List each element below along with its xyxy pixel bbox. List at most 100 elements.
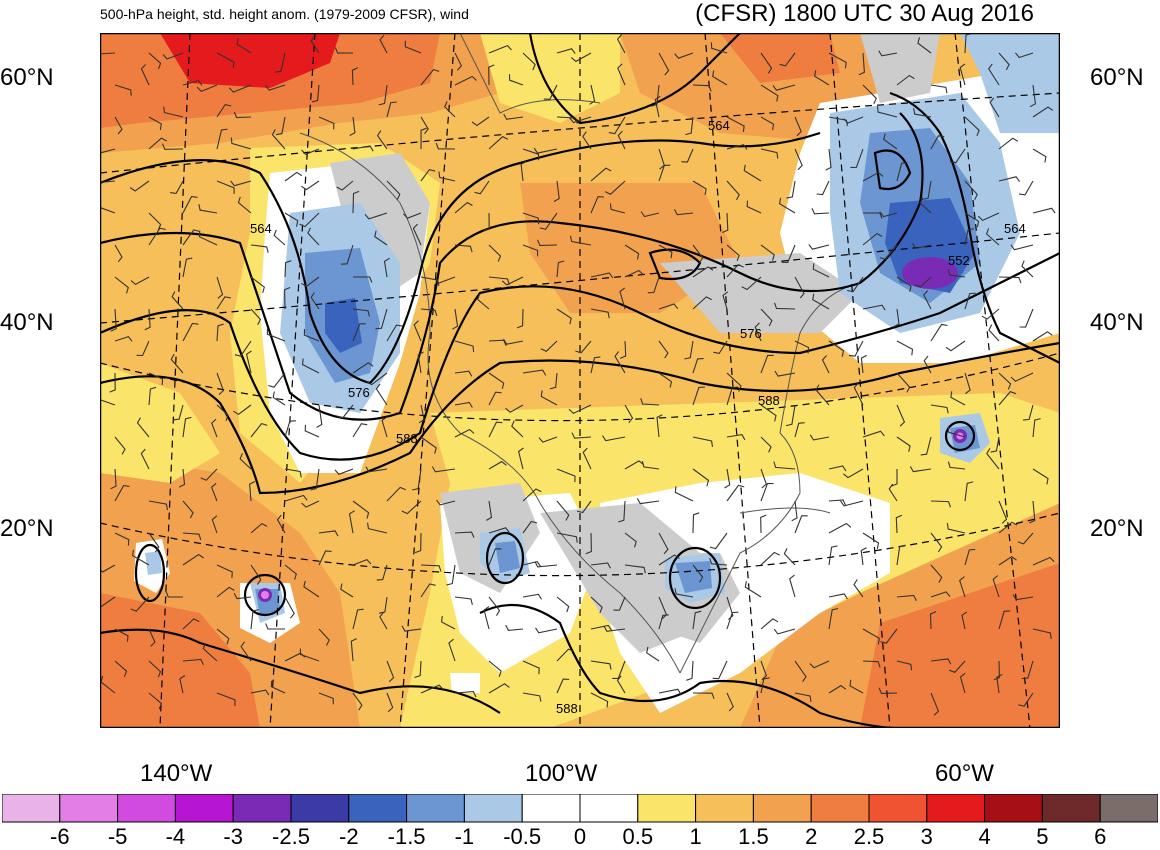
colorbar-label: -6 xyxy=(50,824,70,849)
wind-barb xyxy=(488,683,510,694)
wind-barb xyxy=(420,583,436,598)
wind-barb xyxy=(376,130,388,150)
wind-barb xyxy=(709,557,728,566)
wind-barb xyxy=(284,468,302,478)
wind-barb xyxy=(275,52,286,73)
wind-barb xyxy=(896,74,915,86)
wind-barb xyxy=(284,171,303,182)
wind-barb xyxy=(616,675,626,694)
wind-barb xyxy=(179,675,186,694)
wind-barb xyxy=(114,244,123,263)
wind-barb xyxy=(825,148,832,171)
wind-barb xyxy=(880,628,898,644)
wind-barb xyxy=(404,40,422,54)
colorbar-swatch xyxy=(984,794,1043,823)
wind-barb xyxy=(1032,556,1055,566)
wind-barb xyxy=(949,660,966,673)
colorbar-swatch xyxy=(868,794,928,823)
wind-barb xyxy=(946,523,966,534)
wind-barb xyxy=(376,564,388,581)
wind-barb xyxy=(692,610,702,630)
wind-barb xyxy=(441,615,456,630)
wind-barb xyxy=(535,627,558,634)
wind-barb xyxy=(947,269,966,278)
wind-barb xyxy=(163,106,184,118)
wind-barb xyxy=(434,276,456,284)
wind-barb xyxy=(522,244,539,257)
wind-barb xyxy=(100,564,116,573)
wind-barb xyxy=(571,432,592,439)
wind-barb xyxy=(284,260,292,278)
wind-barb xyxy=(609,203,626,214)
wind-barb xyxy=(569,116,592,124)
wind-barb xyxy=(452,308,459,330)
wind-barb xyxy=(501,276,524,286)
wind-barb xyxy=(849,679,864,694)
wind-barb xyxy=(182,618,200,630)
wind-barb xyxy=(386,324,403,342)
wind-barb xyxy=(853,382,864,406)
map-frame xyxy=(100,33,1060,728)
wind-barb xyxy=(162,52,184,60)
wind-barb xyxy=(454,244,473,253)
wind-barb xyxy=(964,481,974,502)
wind-barb xyxy=(454,531,475,538)
wind-barb xyxy=(114,628,129,642)
wind-barb xyxy=(614,351,626,374)
wind-barb xyxy=(353,276,373,283)
wind-barb xyxy=(896,162,908,182)
wind-barb xyxy=(590,167,612,182)
anomaly-fill-purple xyxy=(258,257,967,602)
wind-barb xyxy=(917,37,932,54)
wind-barb xyxy=(148,116,162,130)
wind-barb xyxy=(760,514,767,534)
wind-barb xyxy=(171,291,184,310)
wind-barb xyxy=(878,687,898,694)
wind-barb xyxy=(658,164,671,182)
wind-barb xyxy=(553,180,560,202)
wind-barb xyxy=(250,276,265,294)
wind-barb xyxy=(685,116,694,136)
wind-barb xyxy=(556,48,576,54)
wind-barb xyxy=(640,398,660,406)
colorbar-label: -4 xyxy=(165,824,186,849)
lat-label-20n-left: 20°N xyxy=(0,515,54,542)
wind-barb xyxy=(454,691,477,698)
wind-barb xyxy=(1017,532,1034,545)
wind-barb xyxy=(658,372,673,388)
wind-barb xyxy=(114,84,132,96)
wind-barb xyxy=(1021,660,1034,680)
wind-barb xyxy=(713,340,728,355)
wind-barb xyxy=(618,500,626,523)
wind-barb xyxy=(250,609,259,630)
wind-barb xyxy=(692,266,714,278)
wind-barb xyxy=(692,296,712,310)
wind-barb xyxy=(828,465,847,472)
wind-barb xyxy=(386,692,394,713)
wind-barb xyxy=(307,227,320,246)
wind-barb xyxy=(862,84,877,105)
wind-barb xyxy=(613,596,626,611)
wind-barb xyxy=(692,84,712,92)
wind-barb xyxy=(616,34,626,54)
wind-barb xyxy=(245,350,252,374)
wind-barb xyxy=(522,660,540,675)
wind-barb xyxy=(420,436,437,454)
wind-barb xyxy=(249,481,256,502)
wind-barb xyxy=(505,404,524,413)
wind-barb xyxy=(998,176,1021,183)
wind-barb xyxy=(170,353,184,374)
wind-barb xyxy=(794,340,810,354)
wind-barb xyxy=(216,52,235,69)
wind-barb xyxy=(383,257,390,278)
wind-barb xyxy=(786,180,796,199)
wind-barb xyxy=(216,564,233,579)
wind-barb xyxy=(420,116,429,135)
colorbar-swatch xyxy=(752,794,812,823)
wind-barb xyxy=(130,596,150,612)
wind-barb xyxy=(896,594,917,602)
wind-barb xyxy=(913,108,932,118)
wind-barb xyxy=(420,168,436,182)
wind-barb xyxy=(896,276,912,293)
wind-barb xyxy=(239,453,252,470)
